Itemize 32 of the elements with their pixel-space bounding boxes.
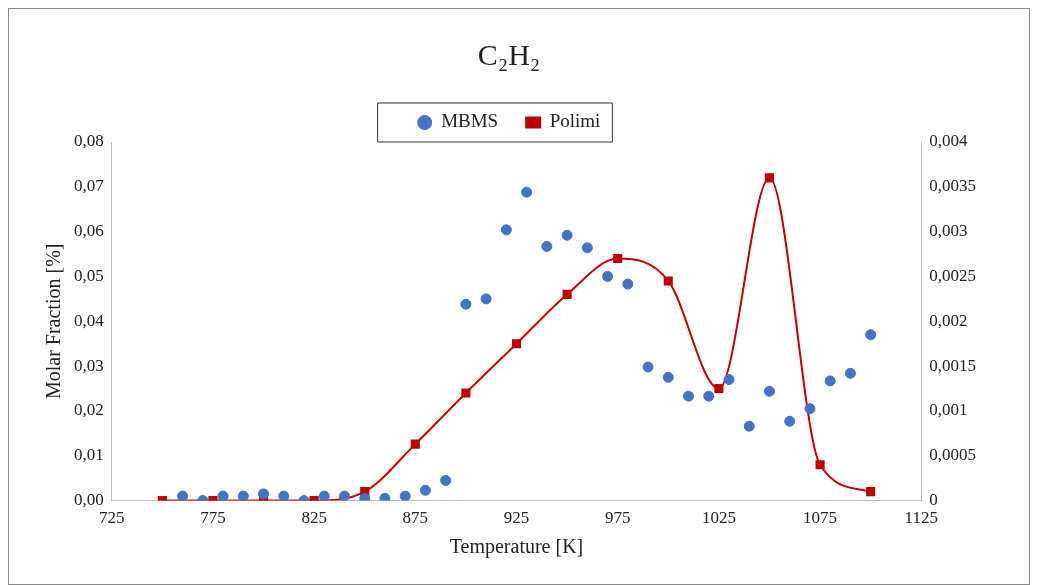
x-tick-label: 875 (402, 508, 429, 528)
x-tick-label: 1075 (803, 508, 838, 528)
y-tick-label: 0,01 (74, 445, 104, 465)
x-tick-label: 925 (503, 508, 530, 528)
y2-tick-label: 0,0005 (929, 445, 976, 465)
y2-tick-label: 0,0025 (929, 265, 976, 285)
y-tick-label: 0,07 (74, 176, 105, 196)
y-tick-label: 0,05 (74, 265, 104, 285)
x-tick-label: 1025 (701, 508, 736, 528)
y2-tick-label: 0,002 (929, 310, 968, 330)
x-tick-label: 825 (301, 508, 327, 528)
y-tick-label: 0,00 (74, 490, 104, 510)
legend-label: Polimi (549, 110, 601, 132)
y2-tick-label: 0,001 (929, 400, 968, 420)
chart-title: C₂H₂ (477, 37, 541, 71)
y2-tick-label: 0,0015 (929, 355, 976, 375)
y-tick-label: 0,02 (74, 400, 104, 420)
y-axis-title: Molar Fraction [%] (42, 243, 65, 400)
x-tick-label: 725 (99, 508, 125, 528)
y-tick-label: 0,08 (74, 131, 104, 151)
x-axis-title: Temperature [K] (449, 535, 584, 559)
legend-label: MBMS (441, 110, 499, 132)
x-tick-label: 775 (200, 508, 226, 528)
y2-tick-label: 0,003 (929, 221, 968, 241)
y2-tick-label: 0,004 (929, 131, 968, 151)
y-tick-label: 0,04 (74, 310, 105, 330)
y2-tick-label: 0 (929, 490, 938, 510)
x-tick-label: 975 (604, 508, 631, 528)
y2-tick-label: 0,0035 (929, 176, 976, 196)
x-tick-label: 1125 (904, 508, 938, 528)
y-tick-label: 0,03 (74, 355, 104, 375)
y-tick-label: 0,06 (74, 221, 104, 241)
